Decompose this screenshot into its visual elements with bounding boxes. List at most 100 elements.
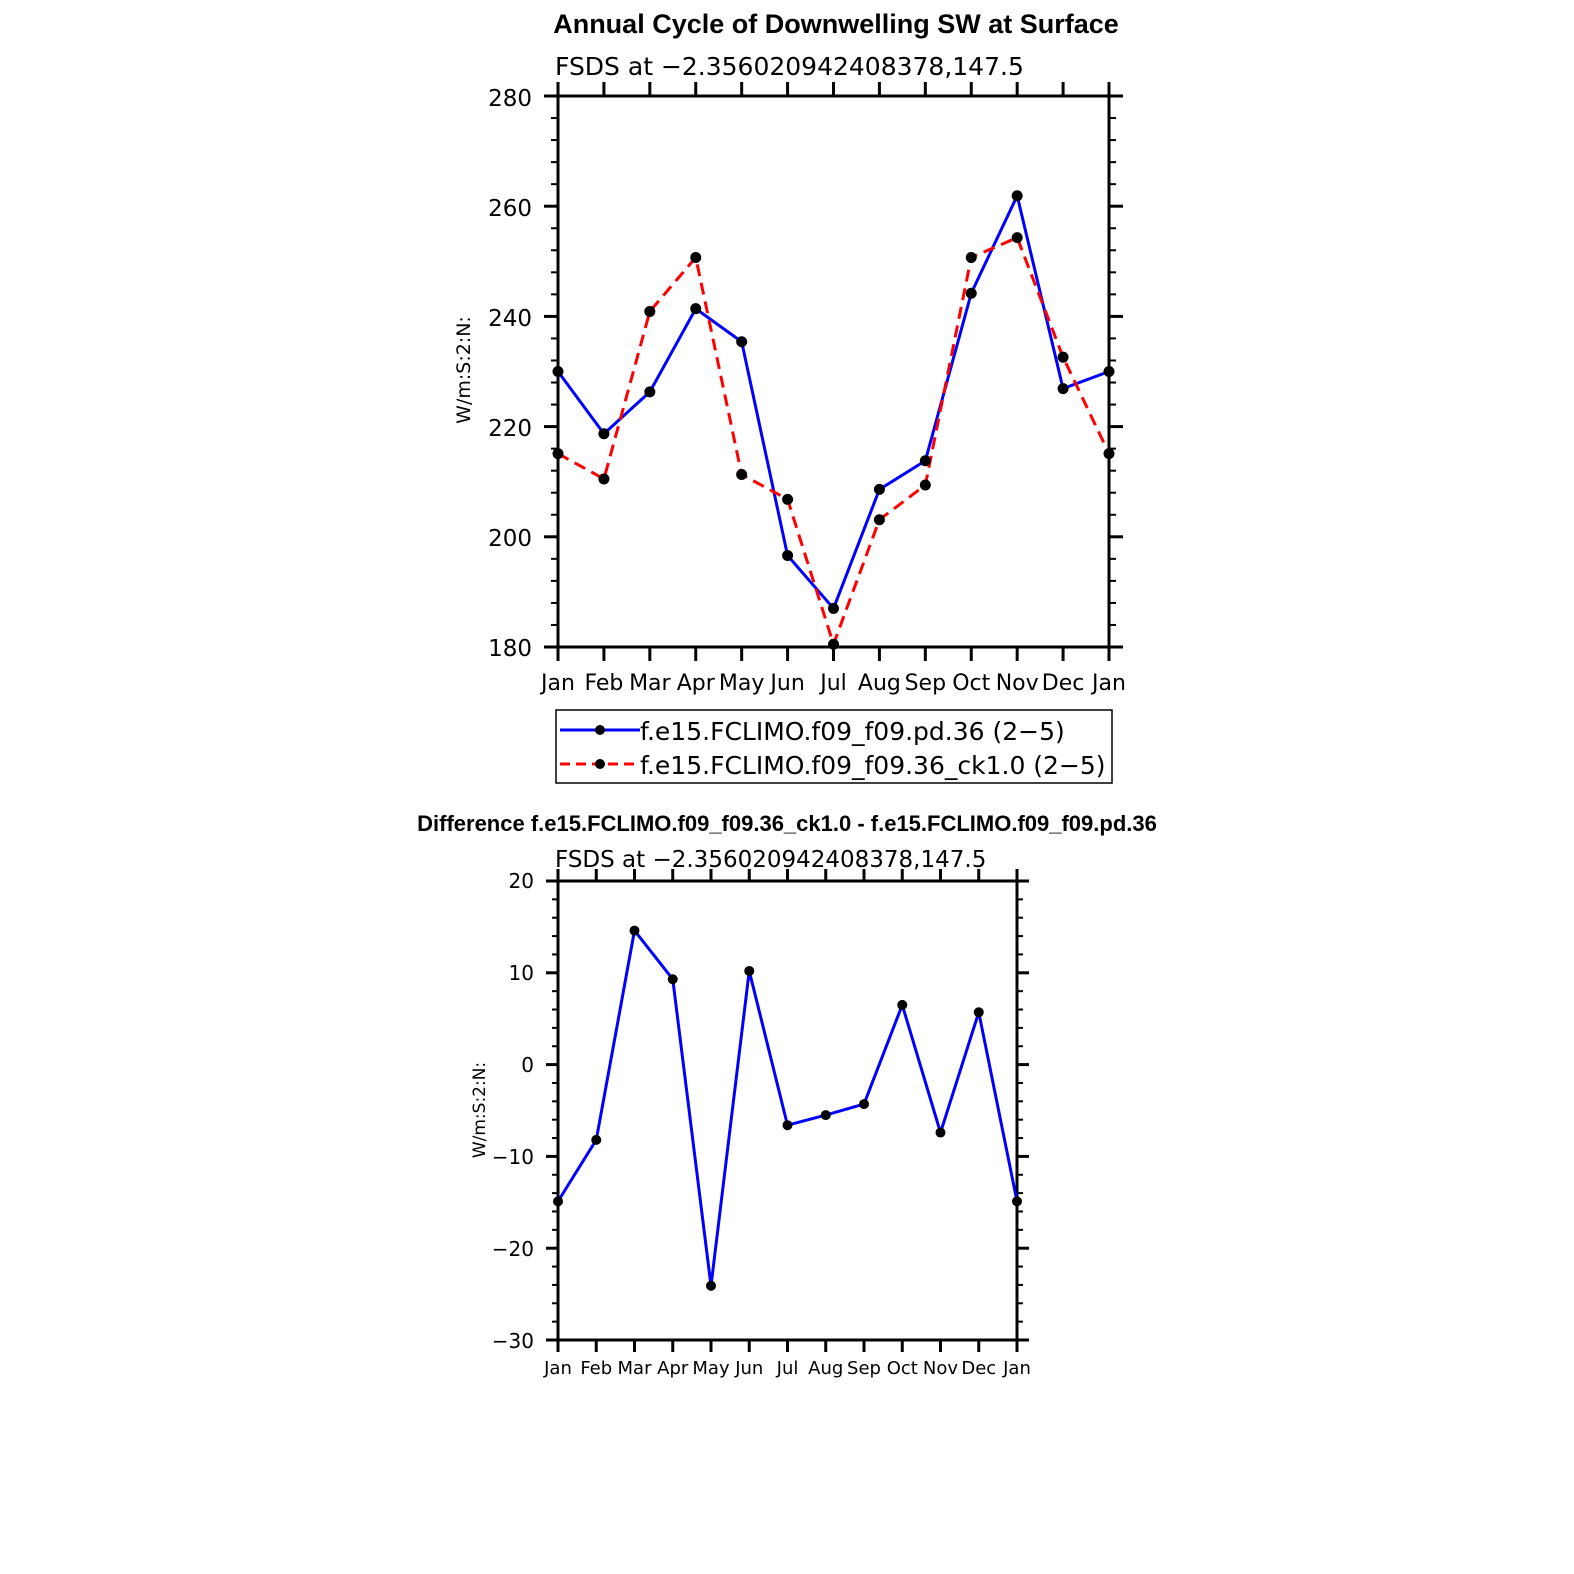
- x-tick-labels: Jan Feb Mar Apr May Jun Jul Aug Sep Oct Nov Dec Jan: [539, 671, 1126, 696]
- data-point: [591, 1134, 602, 1145]
- data-point: [1012, 1196, 1022, 1207]
- data-point: [690, 251, 702, 263]
- data-point: [598, 473, 610, 485]
- x-tick-label: Jan: [1090, 671, 1126, 696]
- data-point: [919, 455, 931, 467]
- data-point: [1057, 383, 1069, 395]
- chart-title: Annual Cycle of Downwelling SW at Surfac…: [553, 9, 1119, 39]
- axis-ticks: [546, 869, 1029, 1352]
- data-point: [736, 469, 748, 481]
- x-tick-label: Dec: [961, 1358, 996, 1379]
- annual-cycle-chart: Annual Cycle of Downwelling SW at Surfac…: [453, 9, 1126, 784]
- series-group: [552, 190, 1115, 650]
- data-point: [1011, 232, 1023, 244]
- y-axis-label: W/m:S:2:N:: [470, 1062, 490, 1158]
- data-point: [1103, 448, 1115, 460]
- x-tick-labels: Jan Feb Mar Apr May Jun Jul Aug Sep Oct Nov Dec Jan: [543, 1358, 1031, 1379]
- data-point: [782, 493, 794, 505]
- x-tick-label: Dec: [1042, 671, 1085, 696]
- x-tick-label: Aug: [858, 671, 901, 696]
- data-point: [873, 514, 885, 526]
- data-point: [644, 305, 656, 317]
- x-tick-label: Jan: [1002, 1358, 1031, 1379]
- legend-box: [555, 709, 1113, 784]
- data-point: [690, 303, 702, 315]
- y-tick-label: 260: [488, 196, 532, 222]
- data-point: [828, 602, 839, 614]
- x-tick-label: Jun: [734, 1358, 763, 1379]
- axis-ticks: [544, 82, 1123, 661]
- data-point: [629, 925, 640, 936]
- chart-title: Difference f.e15.FCLIMO.f09_f09.36_ck1.0…: [417, 811, 1157, 836]
- data-point: [965, 287, 977, 299]
- y-tick-labels: 180 200 220 240 260 280: [488, 86, 532, 662]
- data-point: [782, 1120, 793, 1131]
- legend: f.e15.FCLIMO.f09_f09.pd.36 (2−5) f.e15.F…: [555, 709, 1113, 784]
- legend-marker-ck10: [595, 759, 605, 769]
- x-tick-label: Feb: [580, 1358, 612, 1379]
- x-tick-label: Feb: [584, 671, 623, 696]
- data-point: [736, 336, 748, 348]
- x-tick-label: Jan: [539, 671, 575, 696]
- y-tick-label: 200: [488, 526, 532, 552]
- y-tick-label: 180: [488, 636, 532, 662]
- data-point: [828, 638, 839, 650]
- x-tick-label: Sep: [905, 671, 946, 696]
- legend-marker-pd36: [595, 725, 605, 735]
- data-point: [873, 483, 885, 495]
- data-point: [965, 251, 977, 263]
- chart-subtitle: FSDS at −2.356020942408378,147.5: [555, 52, 1024, 81]
- x-tick-label: Nov: [923, 1358, 958, 1379]
- difference-chart: Difference f.e15.FCLIMO.f09_f09.36_ck1.0…: [417, 811, 1157, 1379]
- x-tick-label: May: [692, 1358, 730, 1379]
- x-tick-label: Nov: [996, 671, 1039, 696]
- y-tick-label: −20: [492, 1237, 534, 1261]
- y-axis-label: W/m:S:2:N:: [453, 316, 475, 424]
- data-point: [552, 366, 564, 377]
- x-tick-label: Mar: [618, 1358, 653, 1379]
- x-tick-label: Sep: [847, 1358, 881, 1379]
- y-tick-label: 280: [488, 86, 532, 112]
- data-point: [706, 1280, 716, 1291]
- data-point: [1057, 351, 1069, 363]
- x-tick-label: Oct: [887, 1358, 918, 1379]
- x-tick-label: May: [719, 671, 764, 696]
- data-point: [553, 1196, 563, 1207]
- y-tick-labels: −30 −20 −10 0 10 20: [492, 869, 534, 1353]
- x-tick-label: Apr: [657, 1358, 689, 1379]
- x-tick-label: Oct: [952, 671, 990, 696]
- y-tick-label: −30: [492, 1329, 534, 1353]
- x-tick-label: Jul: [818, 671, 847, 696]
- x-tick-label: Jan: [543, 1358, 572, 1379]
- data-point: [859, 1099, 869, 1110]
- data-point: [919, 479, 931, 491]
- x-tick-label: Apr: [677, 671, 716, 696]
- x-tick-label: Aug: [808, 1358, 843, 1379]
- data-point: [897, 999, 908, 1010]
- data-point: [782, 550, 794, 562]
- data-point: [667, 974, 678, 985]
- chart-subtitle: FSDS at −2.356020942408378,147.5: [555, 847, 986, 873]
- data-point: [744, 965, 755, 976]
- legend-label-pd36: f.e15.FCLIMO.f09_f09.pd.36 (2−5): [640, 717, 1065, 746]
- data-point: [552, 448, 564, 460]
- data-point: [598, 428, 610, 440]
- plot-frame: [556, 94, 1111, 649]
- series-line-1: [557, 236, 1111, 646]
- y-tick-label: 0: [521, 1053, 534, 1077]
- legend-label-ck10: f.e15.FCLIMO.f09_f09.36_ck1.0 (2−5): [640, 751, 1106, 780]
- data-point: [644, 386, 656, 398]
- y-tick-label: 20: [509, 869, 534, 893]
- data-point: [1011, 190, 1023, 202]
- data-point: [820, 1110, 831, 1121]
- series-line-0: [556, 929, 1019, 1288]
- x-tick-label: Jul: [776, 1358, 799, 1379]
- x-tick-label: Mar: [629, 671, 671, 696]
- x-tick-label: Jun: [768, 671, 804, 696]
- series-group: [553, 925, 1022, 1291]
- data-point: [973, 1007, 984, 1018]
- y-tick-label: 240: [488, 306, 532, 332]
- y-tick-label: 10: [509, 961, 534, 985]
- y-tick-label: 220: [488, 416, 532, 442]
